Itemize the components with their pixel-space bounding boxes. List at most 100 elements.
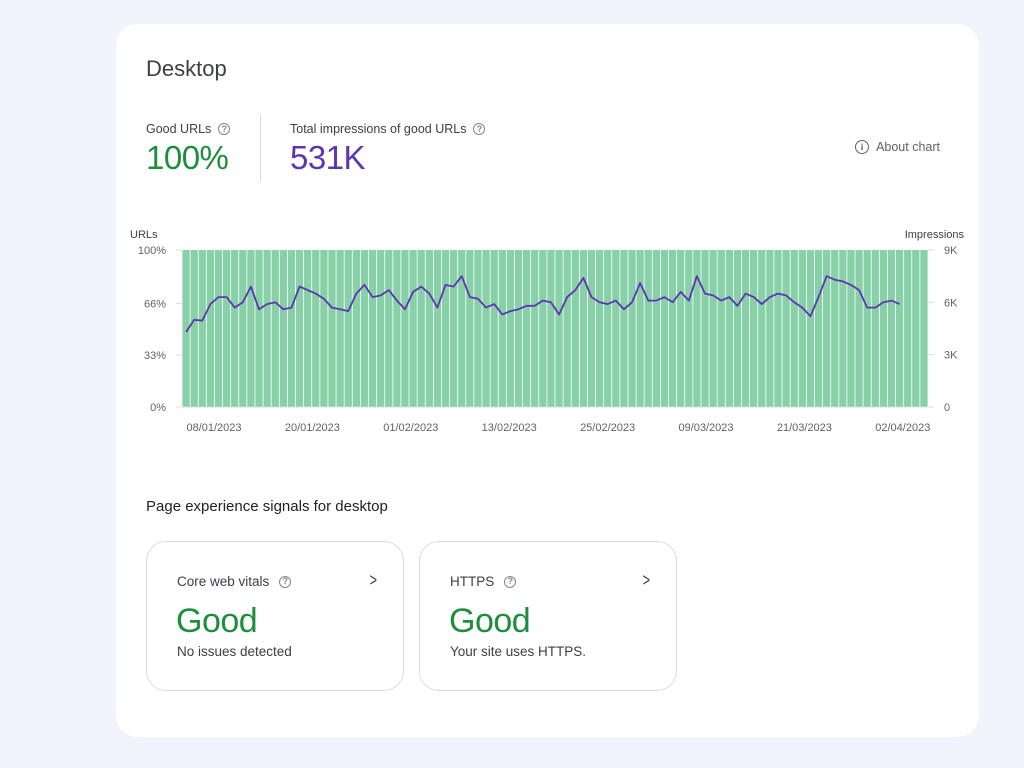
- impressions-metric[interactable]: Total impressions of good URLs ? 531K: [290, 122, 486, 177]
- url-bar: [612, 250, 620, 407]
- url-bar: [417, 250, 425, 407]
- url-bar: [198, 250, 206, 407]
- signal-status: Good: [449, 602, 531, 640]
- about-chart-label: About chart: [876, 140, 940, 154]
- url-bar: [263, 250, 271, 407]
- url-bar: [855, 250, 863, 407]
- url-bar: [831, 250, 839, 407]
- url-bar: [312, 250, 320, 407]
- url-bar: [660, 250, 669, 407]
- signal-title: HTTPS: [450, 574, 495, 589]
- url-bar: [847, 250, 855, 407]
- x-tick-label: 25/02/2023: [580, 422, 635, 434]
- x-tick-label: 20/01/2023: [285, 422, 340, 434]
- url-bar: [433, 250, 442, 407]
- url-bar: [668, 250, 677, 407]
- url-bar: [522, 250, 531, 407]
- core-web-vitals-card[interactable]: Core web vitals ? > Good No issues detec…: [146, 541, 404, 691]
- info-icon: i: [855, 140, 870, 154]
- signal-header: HTTPS ?: [450, 574, 517, 589]
- url-bar: [620, 250, 628, 407]
- url-bar: [782, 250, 790, 407]
- url-bar: [482, 250, 490, 407]
- url-bar: [304, 250, 312, 407]
- desktop-card: Desktop Good URLs ? 100% Total impressio…: [116, 24, 979, 737]
- url-bar: [887, 250, 896, 407]
- left-tick-label: 100%: [138, 245, 166, 257]
- help-icon[interactable]: ?: [218, 123, 231, 135]
- url-bar: [790, 250, 798, 407]
- good-urls-label-row: Good URLs ?: [146, 122, 231, 136]
- card-title: Desktop: [146, 56, 227, 81]
- url-bar: [441, 250, 450, 407]
- help-icon[interactable]: ?: [473, 123, 486, 135]
- x-tick-label: 13/02/2023: [482, 422, 537, 434]
- signal-header: Core web vitals ?: [177, 574, 292, 589]
- url-bar: [871, 250, 879, 407]
- url-bar: [904, 250, 912, 407]
- url-bar: [547, 250, 555, 407]
- url-bar: [701, 250, 709, 407]
- url-bar: [328, 250, 336, 407]
- url-bar: [822, 250, 831, 407]
- impressions-label-row: Total impressions of good URLs ?: [290, 122, 486, 136]
- url-bar: [920, 250, 928, 407]
- chevron-right-icon: >: [643, 570, 651, 590]
- right-axis-title: Impressions: [905, 229, 965, 241]
- url-bar: [579, 250, 588, 407]
- right-tick-label: 3K: [944, 350, 958, 362]
- url-bar: [279, 250, 288, 407]
- url-bar: [385, 250, 393, 407]
- url-bar: [368, 250, 377, 407]
- left-tick-label: 0%: [150, 402, 166, 414]
- help-icon[interactable]: ?: [279, 575, 292, 588]
- url-bar: [636, 250, 644, 407]
- good-urls-metric[interactable]: Good URLs ? 100%: [146, 122, 231, 177]
- url-bar: [458, 250, 466, 407]
- url-bar: [352, 250, 360, 407]
- url-bar: [725, 250, 733, 407]
- url-bar: [839, 250, 847, 407]
- left-tick-label: 66%: [144, 298, 166, 310]
- signal-description: No issues detected: [177, 644, 292, 659]
- url-bar: [336, 250, 344, 407]
- url-bar: [295, 250, 304, 407]
- url-bar: [717, 250, 725, 407]
- url-bar: [506, 250, 515, 407]
- right-tick-label: 0: [944, 402, 950, 414]
- url-bar: [652, 250, 661, 407]
- url-bar: [604, 250, 612, 407]
- url-bar: [490, 250, 498, 407]
- url-bar: [741, 250, 750, 407]
- url-bar: [344, 250, 352, 407]
- url-bar: [393, 250, 401, 407]
- url-bar: [474, 250, 482, 407]
- good-urls-label: Good URLs: [146, 122, 212, 136]
- x-tick-label: 02/04/2023: [875, 422, 930, 434]
- impressions-label: Total impressions of good URLs: [290, 122, 467, 136]
- url-bar: [531, 250, 539, 407]
- good-urls-value: 100%: [146, 139, 229, 176]
- url-bar: [895, 250, 904, 407]
- url-bar: [863, 250, 871, 407]
- about-chart-link[interactable]: i About chart: [855, 140, 940, 154]
- url-bar: [231, 250, 239, 407]
- url-bar: [709, 250, 717, 407]
- url-bar: [587, 250, 596, 407]
- metric-divider: [260, 114, 261, 182]
- url-bar: [539, 250, 547, 407]
- url-bar: [774, 250, 782, 407]
- url-bar: [271, 250, 279, 407]
- url-bar: [685, 250, 693, 407]
- url-bar: [449, 250, 458, 407]
- url-bar: [750, 250, 758, 407]
- url-bar: [222, 250, 231, 407]
- url-bar: [190, 250, 198, 407]
- help-icon[interactable]: ?: [504, 575, 517, 588]
- url-bar: [766, 250, 774, 407]
- performance-chart[interactable]: URLs Impressions 0% 33% 66% 100% 0 3K 6K 9K 08/01/…: [116, 24, 979, 444]
- url-bar: [814, 250, 823, 407]
- url-bar: [466, 250, 474, 407]
- https-card[interactable]: HTTPS ? > Good Your site uses HTTPS.: [419, 541, 677, 691]
- url-bar: [758, 250, 766, 407]
